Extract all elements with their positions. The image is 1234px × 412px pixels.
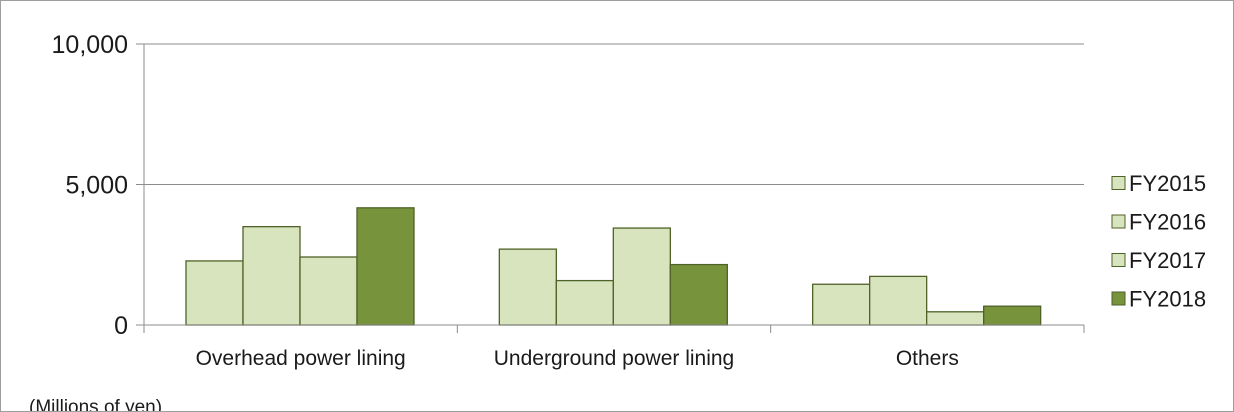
bar-fy2015-3 [812, 283, 871, 326]
x-tick-label: Others [896, 347, 959, 370]
bar-fy2018-1 [356, 207, 415, 326]
unit-label: (Millions of yen) [29, 397, 162, 412]
legend: FY2015 FY2016 FY2017 FY2018 [1111, 171, 1206, 312]
bar-fy2018-2 [669, 263, 728, 326]
legend-swatch [1111, 214, 1126, 229]
legend-label: FY2018 [1129, 287, 1206, 312]
x-tick-label: Overhead power lining [196, 347, 406, 370]
legend-label: FY2017 [1129, 248, 1206, 273]
y-tick-label: 10,000 [52, 31, 128, 59]
gridlines [136, 43, 1084, 185]
y-tick-label: 0 [114, 312, 128, 340]
bar-fy2015-1 [185, 260, 244, 326]
bar-fy2017-2 [612, 227, 671, 326]
y-tick-label: 5,000 [65, 172, 128, 200]
bar-fy2015-2 [498, 248, 557, 326]
legend-label: FY2016 [1129, 210, 1206, 235]
x-tick-label: Underground power lining [494, 347, 735, 370]
bar-fy2017-1 [299, 256, 358, 326]
bar-fy2018-3 [983, 305, 1042, 326]
bar-fy2016-1 [242, 225, 301, 326]
legend-label: FY2015 [1129, 171, 1206, 196]
legend-swatch [1111, 176, 1126, 190]
bar-fy2016-3 [869, 275, 928, 326]
legend-swatch [1111, 291, 1126, 306]
axes [136, 44, 1085, 333]
bars [185, 207, 1042, 326]
legend-swatch [1111, 253, 1126, 267]
bar-fy2016-2 [555, 279, 614, 326]
bar-fy2017-3 [926, 311, 985, 326]
tick-labels: 0 5,000 10,000 Overhead power lining Undergr… [52, 31, 959, 370]
